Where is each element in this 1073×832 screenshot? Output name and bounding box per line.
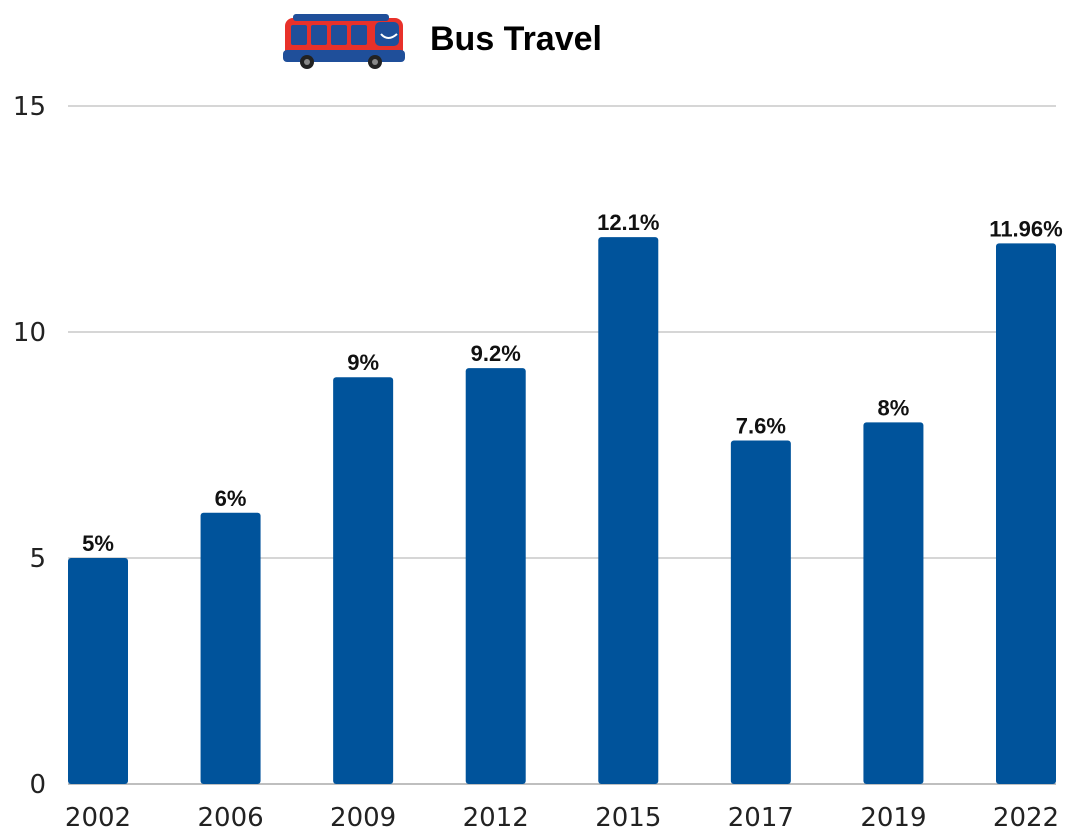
x-tick-label: 2009 — [330, 803, 396, 832]
y-tick-label: 15 — [13, 92, 46, 122]
bar-2006 — [200, 512, 261, 784]
data-label: 9% — [347, 350, 379, 375]
bar-2002 — [68, 558, 128, 784]
x-tick-label: 2015 — [595, 803, 661, 832]
x-tick-label: 2022 — [993, 803, 1059, 832]
chart-title-group: Bus Travel — [283, 14, 602, 69]
data-label: 11.96% — [989, 216, 1062, 241]
x-tick-label: 2012 — [463, 803, 529, 832]
bus-icon — [283, 14, 405, 69]
bar-2015 — [598, 237, 659, 784]
x-tick-label: 2006 — [197, 803, 263, 832]
x-tick-label: 2019 — [860, 803, 926, 832]
data-labels: 5% 6% 9% 9.2% 12.1% 7.6% 8% 11.96% — [82, 210, 1063, 556]
bar-2022 — [996, 243, 1056, 784]
bar-2019 — [863, 422, 924, 784]
data-label: 6% — [215, 486, 247, 511]
x-axis-ticks: 2002 2006 2009 2012 2015 2017 2019 2022 — [65, 803, 1059, 832]
y-axis-ticks: 0 5 10 15 — [13, 92, 46, 800]
x-tick-label: 2017 — [728, 803, 794, 832]
y-tick-label: 5 — [29, 544, 46, 574]
y-tick-label: 10 — [13, 318, 46, 348]
y-tick-label: 0 — [29, 770, 46, 800]
data-label: 9.2% — [471, 341, 521, 366]
x-tick-label: 2002 — [65, 803, 131, 832]
bar-2012 — [465, 368, 526, 784]
chart-title: Bus Travel — [430, 20, 602, 58]
data-label: 12.1% — [597, 210, 659, 235]
data-label: 8% — [878, 395, 910, 420]
bar-2009 — [333, 377, 394, 784]
data-label: 5% — [82, 531, 114, 556]
bar-2017 — [730, 440, 791, 784]
bars — [68, 237, 1056, 784]
data-label: 7.6% — [736, 413, 786, 438]
